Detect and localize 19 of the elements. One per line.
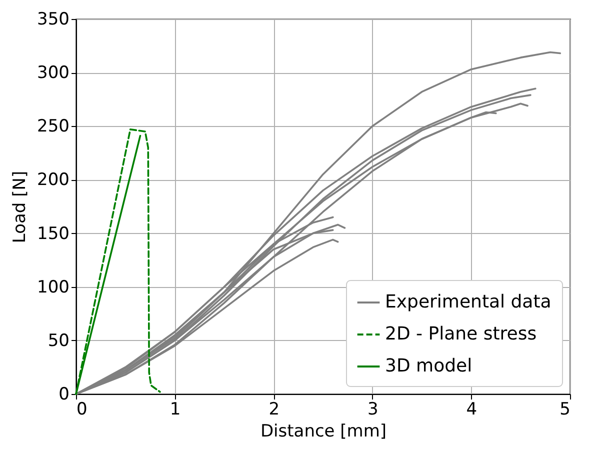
y-tick-label: 0 bbox=[58, 384, 70, 404]
x-tick-label: 5 bbox=[560, 400, 570, 420]
legend-label: 3D model bbox=[385, 356, 472, 376]
x-axis-title: Distance [mm] bbox=[260, 422, 387, 442]
y-tick-label: 300 bbox=[37, 63, 70, 84]
x-tick-label: 3 bbox=[367, 400, 378, 420]
y-tick-label: 250 bbox=[37, 116, 70, 137]
y-tick-label: 150 bbox=[37, 224, 70, 244]
x-tick-label: 0 bbox=[76, 400, 88, 420]
legend-label: 2D - Plane stress bbox=[385, 324, 537, 344]
x-tick-label: 2 bbox=[268, 400, 280, 420]
y-tick-label: 350 bbox=[37, 10, 70, 30]
x-tick-label: 1 bbox=[170, 400, 181, 420]
x-tick-label: 4 bbox=[466, 400, 478, 420]
legend-label: Experimental data bbox=[385, 292, 552, 312]
y-tick-label: 50 bbox=[48, 330, 70, 351]
y-tick-label: 200 bbox=[37, 170, 70, 190]
y-axis-title: Load [N] bbox=[10, 170, 30, 244]
y-tick-label: 100 bbox=[37, 277, 70, 298]
